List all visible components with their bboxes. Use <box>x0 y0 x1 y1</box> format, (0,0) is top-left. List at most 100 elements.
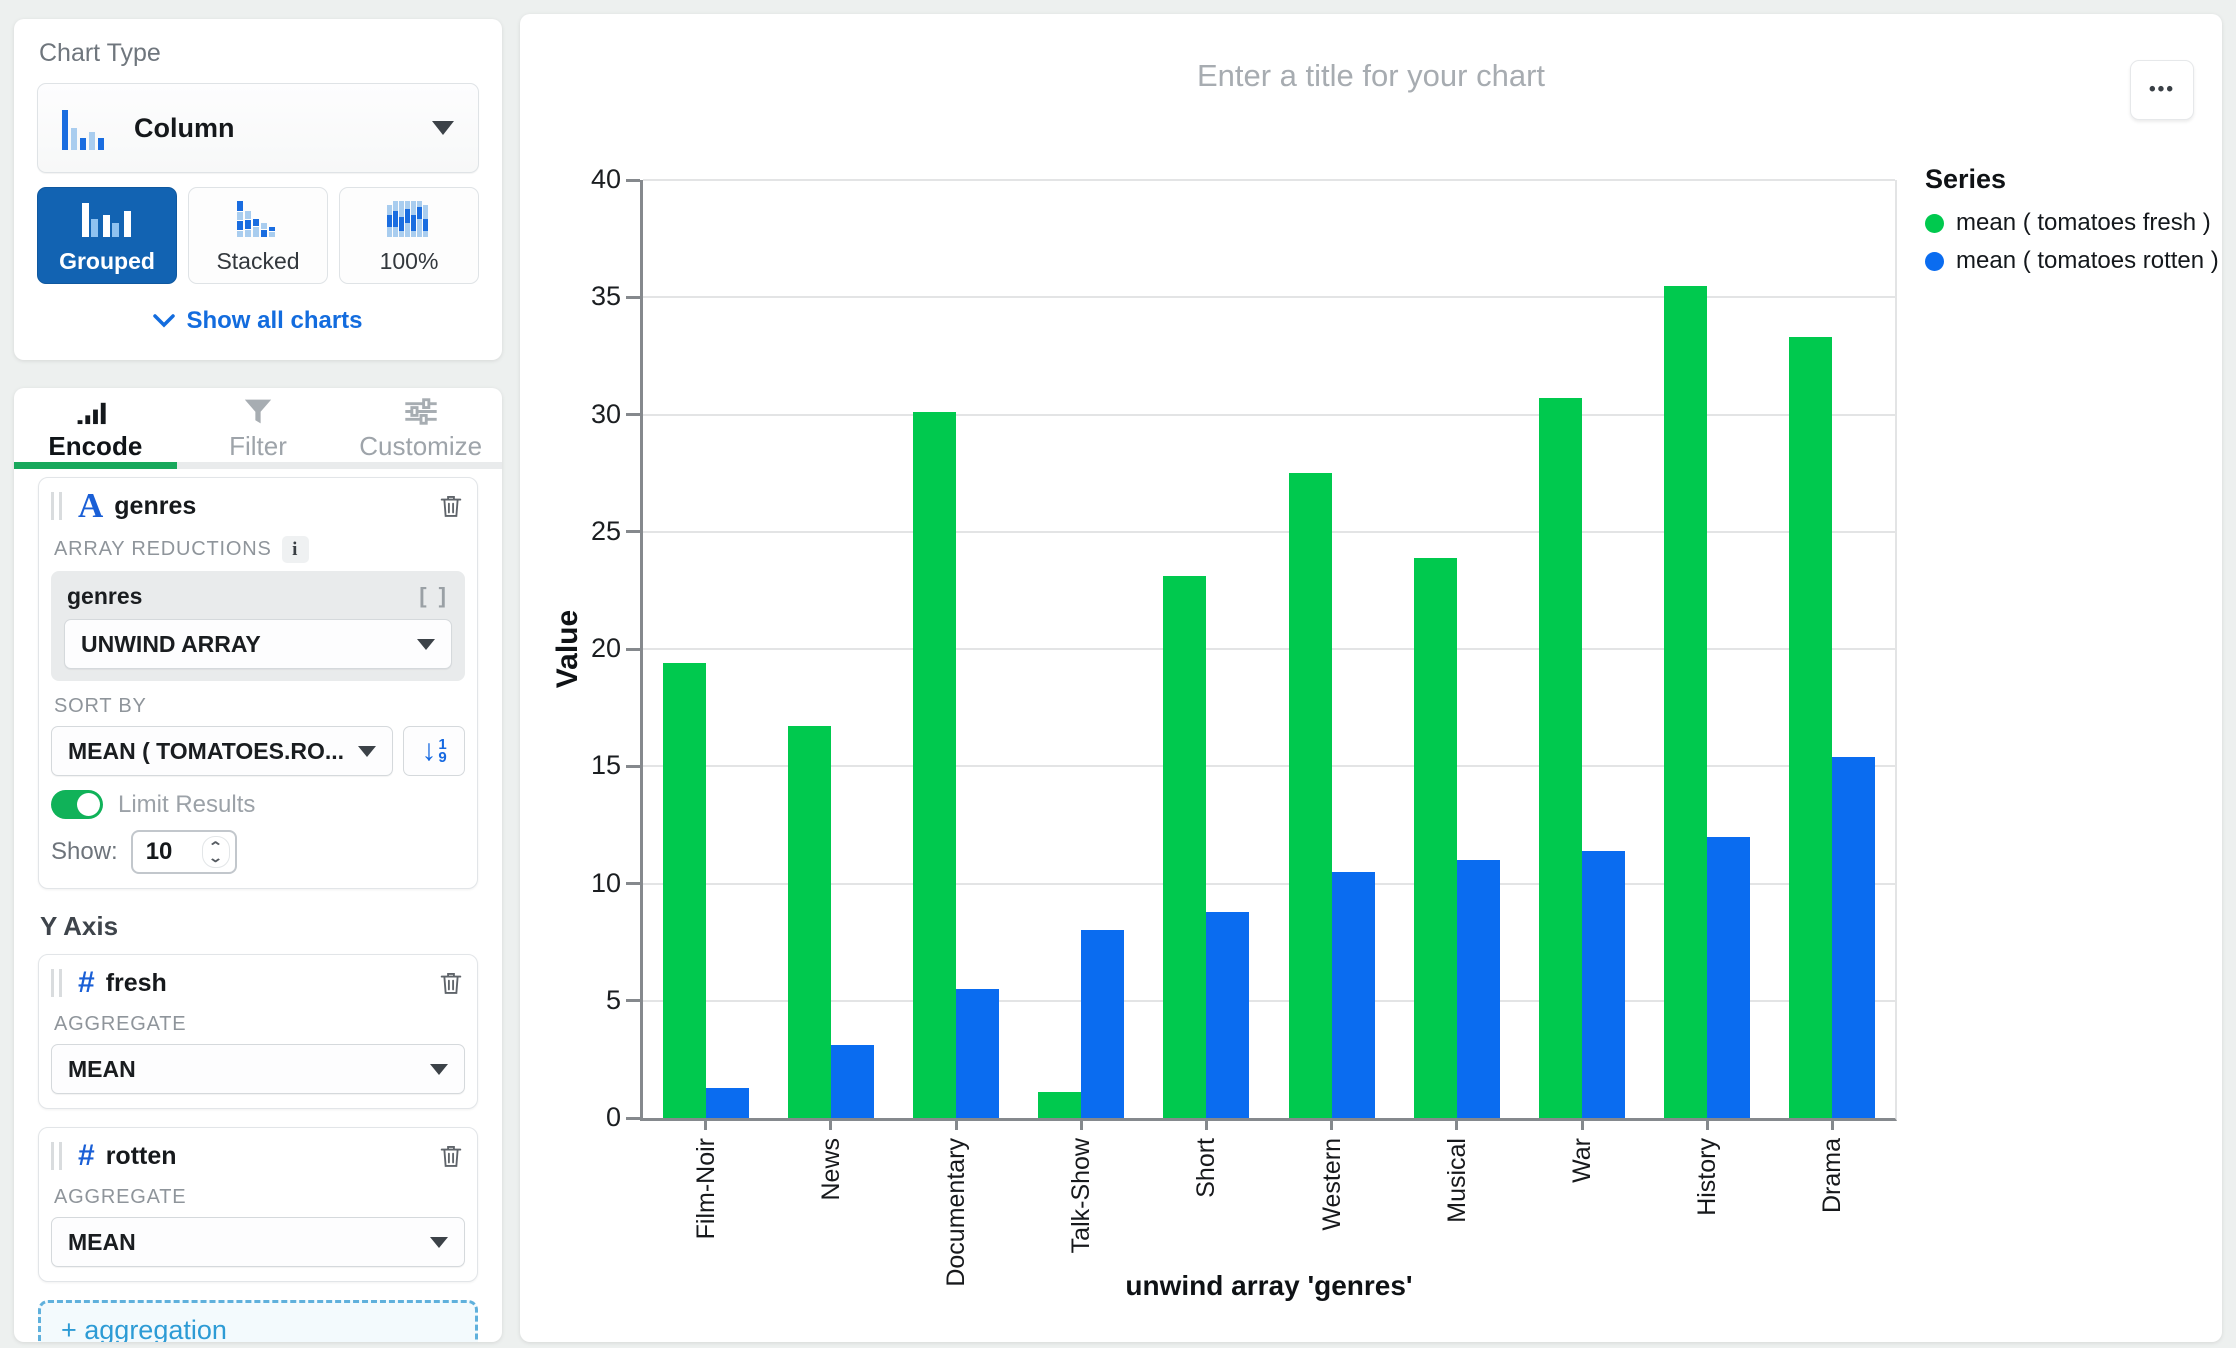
bar-mean-tomatoes-rotten--Film-Noir <box>705 1087 749 1118</box>
bar-mean-tomatoes-rotten--News <box>830 1045 874 1118</box>
y-field-card-fresh: # fresh AGGREGATE MEAN <box>38 954 478 1109</box>
variant-100-button[interactable]: 100% <box>339 187 479 284</box>
gridline <box>643 648 1895 650</box>
aggregate-heading: AGGREGATE <box>54 1186 465 1209</box>
field-header: # fresh <box>51 967 465 999</box>
bar-mean-tomatoes-rotten--Talk-Show <box>1081 930 1125 1118</box>
field-name: rotten <box>105 1141 177 1170</box>
ellipsis-icon: ••• <box>2149 79 2175 100</box>
bar-mean-tomatoes-fresh--News <box>787 726 831 1118</box>
add-aggregation-button[interactable]: + aggregation <box>38 1300 478 1342</box>
tab-filter[interactable]: Filter <box>176 388 340 469</box>
trash-icon[interactable] <box>437 1142 465 1170</box>
reduction-field-row: genres [ ] <box>64 581 452 611</box>
chart-title-input[interactable]: Enter a title for your chart <box>1196 58 1546 93</box>
show-all-charts-link[interactable]: Show all charts <box>37 307 479 335</box>
bar-mean-tomatoes-fresh--Talk-Show <box>1038 1092 1082 1118</box>
chart-type-dropdown[interactable]: Column <box>37 83 479 173</box>
stepper-icon[interactable]: ⌃ ⌄ <box>201 836 230 868</box>
legend-title: Series <box>1925 164 2007 194</box>
y-axis-heading: Y Axis <box>40 911 119 941</box>
sort-by-label: SORT BY <box>54 695 147 717</box>
chevron-down-icon <box>358 745 376 757</box>
sort-by-select[interactable]: MEAN ( TOMATOES.RO... <box>51 726 393 776</box>
y-tick-mark <box>626 647 640 651</box>
chart-panel: Enter a title for your chart ••• Value u… <box>520 14 2222 1342</box>
y-tick-mark <box>626 295 640 299</box>
y-tick-mark <box>626 882 640 885</box>
x-tick-label: Short <box>1192 1138 1221 1198</box>
chart-menu-button[interactable]: ••• <box>2130 60 2194 120</box>
x-tick-mark <box>1079 1118 1083 1130</box>
y-tick-label: 25 <box>590 515 621 546</box>
unwind-array-select[interactable]: UNWIND ARRAY <box>64 619 452 669</box>
x-tick-label: Western <box>1317 1138 1346 1231</box>
variant-grouped-label: Grouped <box>59 248 155 274</box>
encode-bars-icon <box>77 402 106 425</box>
aggregate-select-rotten[interactable]: MEAN <box>51 1217 465 1267</box>
legend-item: mean ( tomatoes rotten ) <box>1925 247 2219 275</box>
variant-grouped-button[interactable]: Grouped <box>37 187 177 284</box>
x-tick-mark <box>954 1118 958 1130</box>
bar-mean-tomatoes-rotten--History <box>1707 836 1751 1118</box>
bar-mean-tomatoes-rotten--Western <box>1331 871 1375 1118</box>
bar-mean-tomatoes-rotten--Short <box>1206 911 1250 1118</box>
tab-filter-label: Filter <box>229 431 287 461</box>
variant-stacked-button[interactable]: Stacked <box>188 187 328 284</box>
chevron-down-icon <box>430 1063 448 1075</box>
chevron-down-icon <box>432 121 454 135</box>
drag-handle-icon[interactable] <box>51 969 67 997</box>
y-tick-mark <box>626 1116 640 1120</box>
drag-handle-icon[interactable] <box>51 1142 67 1170</box>
legend-dot-icon <box>1925 251 1944 271</box>
show-count-input[interactable]: 10 ⌃ ⌄ <box>130 830 237 874</box>
limit-results-label: Limit Results <box>118 790 256 818</box>
limit-results-row: Limit Results <box>51 790 465 819</box>
x-tick-mark <box>704 1118 708 1130</box>
chevron-down-icon <box>153 314 176 328</box>
variant-stacked-label: Stacked <box>216 248 300 274</box>
bar-mean-tomatoes-rotten--War <box>1582 850 1625 1118</box>
percent-bars-icon <box>387 201 428 237</box>
gridline <box>643 296 1895 299</box>
aggregate-select-fresh[interactable]: MEAN <box>51 1044 465 1094</box>
chevron-down-icon <box>417 638 435 650</box>
number-type-icon: # <box>78 1139 95 1172</box>
gridline <box>643 765 1895 768</box>
tab-encode[interactable]: Encode <box>14 388 177 469</box>
legend-label: mean ( tomatoes fresh ) <box>1956 209 2211 236</box>
string-type-icon: A <box>78 486 104 525</box>
y-tick-mark <box>626 764 640 768</box>
show-all-charts-label: Show all charts <box>186 307 363 334</box>
legend-items: mean ( tomatoes fresh ) mean ( tomatoes r… <box>1925 209 2219 275</box>
reduction-field-name: genres <box>67 582 143 609</box>
sort-by-heading: SORT BY <box>54 695 465 718</box>
sort-direction-button[interactable]: ↓ 1 9 <box>403 726 465 776</box>
field-name: fresh <box>105 968 167 997</box>
y-tick-label: 35 <box>590 281 621 312</box>
tab-customize-label: Customize <box>359 431 483 461</box>
x-tick-mark <box>1204 1118 1208 1130</box>
drag-handle-icon[interactable] <box>51 492 67 520</box>
tab-customize[interactable]: Customize <box>339 388 502 469</box>
field-name: genres <box>114 491 197 520</box>
show-count-value: 10 <box>145 838 173 865</box>
trash-icon[interactable] <box>437 969 465 997</box>
stacked-bars-icon <box>237 201 275 237</box>
x-tick-label: Documentary <box>942 1138 970 1287</box>
x-tick-mark <box>1455 1118 1459 1130</box>
y-tick-label: 0 <box>605 1102 621 1132</box>
x-tick-mark <box>1705 1118 1709 1130</box>
trash-icon[interactable] <box>437 492 465 520</box>
toggle-knob <box>77 793 100 816</box>
panel-tabs: Encode Filter Customize <box>14 388 502 469</box>
info-icon[interactable]: i <box>281 536 309 563</box>
limit-results-toggle[interactable] <box>51 790 103 819</box>
gridline <box>643 179 1895 181</box>
aggregate-label: AGGREGATE <box>54 1013 187 1035</box>
bar-mean-tomatoes-rotten--Documentary <box>956 989 999 1118</box>
bar-mean-tomatoes-fresh--Film-Noir <box>662 663 706 1118</box>
legend-label: mean ( tomatoes rotten ) <box>1956 247 2219 274</box>
aggregate-heading: AGGREGATE <box>54 1013 465 1036</box>
variant-100-label: 100% <box>379 248 439 274</box>
